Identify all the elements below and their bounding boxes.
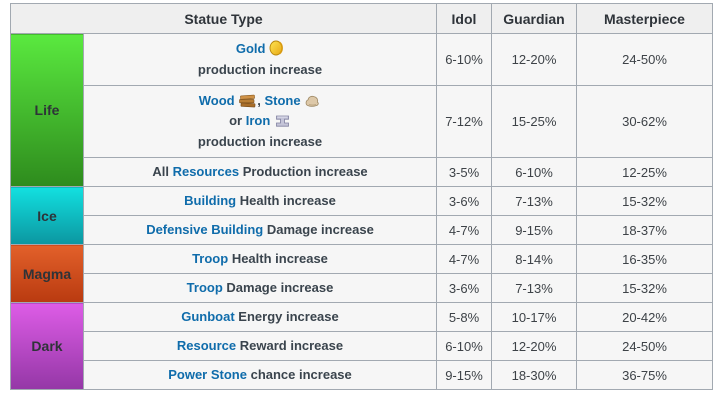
header-row: Statue Type Idol Guardian Masterpiece — [10, 3, 713, 34]
masterpiece-value: 30-62% — [576, 85, 713, 158]
statue-type-label: Health increase — [231, 250, 328, 266]
idol-value: 4-7% — [436, 244, 492, 274]
guardian-value: 7-13% — [491, 273, 577, 303]
guardian-value: 12-20% — [491, 33, 577, 86]
statue-type-label: Production increase — [242, 163, 368, 179]
statue-type-label: Energy increase — [238, 308, 339, 324]
stone-icon[interactable] — [304, 94, 321, 108]
statue-type-label: Damage increase — [226, 279, 334, 295]
resources-link[interactable]: Resources — [172, 163, 240, 179]
stone-link[interactable]: Stone — [264, 93, 301, 109]
category-cell-life: Life — [10, 33, 84, 187]
column-header-statue-type: Statue Type — [10, 3, 437, 34]
guardian-value: 10-17% — [491, 302, 577, 332]
statue-type-label: Damage increase — [266, 221, 374, 237]
or-text: or — [229, 113, 243, 129]
category-cell-dark: Dark — [10, 302, 84, 390]
masterpiece-value: 36-75% — [576, 360, 713, 390]
table-row: Dark Gunboat Energy increase 5-8% 10-17%… — [10, 302, 713, 390]
gunboat-link[interactable]: Gunboat — [181, 308, 235, 324]
table-row: Power Stone chance increase 9-15% 18-30%… — [11, 360, 713, 390]
masterpiece-value: 24-50% — [576, 331, 713, 361]
power-stone-link[interactable]: Power Stone — [168, 366, 247, 382]
table-row: Magma Troop Health increase 4-7% 8-14% 1… — [10, 244, 713, 303]
table-row: Defensive Building Damage increase 4-7% … — [11, 215, 713, 245]
idol-value: 4-7% — [436, 215, 492, 245]
masterpiece-value: 16-35% — [576, 244, 713, 274]
table-row: Ice Building Health increase 3-6% 7-13% … — [10, 186, 713, 245]
idol-value: 9-15% — [436, 360, 492, 390]
category-label: Magma — [22, 265, 72, 282]
category-label: Dark — [31, 338, 63, 354]
statue-type-troop-damage: Troop Damage increase — [83, 273, 437, 303]
column-header-masterpiece: Masterpiece — [576, 3, 713, 34]
troop-link[interactable]: Troop — [186, 279, 223, 295]
building-link[interactable]: Building — [184, 192, 237, 208]
masterpiece-value: 15-32% — [576, 273, 713, 303]
category-label: Life — [34, 102, 60, 118]
category-label: Ice — [37, 207, 57, 224]
category-cell-magma: Magma — [10, 244, 84, 303]
statue-type-defensive-building-damage: Defensive Building Damage increase — [83, 215, 437, 245]
idol-value: 5-8% — [436, 302, 492, 332]
table-row: All Resources Production increase 3-5% 6… — [11, 157, 713, 187]
guardian-value: 8-14% — [491, 244, 577, 274]
guardian-value: 6-10% — [491, 157, 577, 187]
statue-type-label: Reward increase — [239, 337, 344, 353]
statue-bonus-table: Statue Type Idol Guardian Masterpiece Li… — [10, 3, 713, 390]
gold-link[interactable]: Gold — [235, 41, 266, 57]
iron-beam-icon[interactable] — [274, 114, 291, 128]
statue-type-resource-reward: Resource Reward increase — [83, 331, 437, 361]
statue-type-label: Health increase — [239, 192, 336, 208]
defensive-building-link[interactable]: Defensive Building — [146, 221, 264, 237]
masterpiece-value: 18-37% — [576, 215, 713, 245]
masterpiece-value: 12-25% — [576, 157, 713, 187]
idol-value: 6-10% — [436, 331, 492, 361]
statue-type-building-health: Building Health increase — [83, 186, 437, 216]
table-row: Resource Reward increase 6-10% 12-20% 24… — [11, 331, 713, 361]
statue-type-label: chance increase — [250, 366, 352, 382]
statue-type-label: production increase — [197, 61, 323, 77]
statue-type-label: All — [152, 163, 169, 179]
guardian-value: 12-20% — [491, 331, 577, 361]
wood-planks-icon[interactable] — [238, 94, 257, 108]
idol-value: 7-12% — [436, 85, 492, 158]
guardian-value: 9-15% — [491, 215, 577, 245]
statue-type-all-resources: All Resources Production increase — [83, 157, 437, 187]
statue-type-gold-production: Gold production increase — [83, 33, 437, 86]
gold-coin-icon[interactable] — [269, 40, 284, 56]
table-row: Troop Damage increase 3-6% 7-13% 15-32% — [11, 273, 713, 303]
statue-type-power-stone-chance: Power Stone chance increase — [83, 360, 437, 390]
idol-value: 3-6% — [436, 186, 492, 216]
statue-type-resource-production: Wood , Stone or Iron production increase — [83, 85, 437, 158]
statue-type-gunboat-energy: Gunboat Energy increase — [83, 302, 437, 332]
idol-value: 6-10% — [436, 33, 492, 86]
table-row: Life Gold production increase 6-10% 12-2… — [10, 33, 713, 187]
idol-value: 3-6% — [436, 273, 492, 303]
column-header-idol: Idol — [436, 3, 492, 34]
statue-type-troop-health: Troop Health increase — [83, 244, 437, 274]
idol-value: 3-5% — [436, 157, 492, 187]
column-header-guardian: Guardian — [491, 3, 577, 34]
separator: , — [257, 93, 265, 109]
masterpiece-value: 24-50% — [576, 33, 713, 86]
guardian-value: 7-13% — [491, 186, 577, 216]
guardian-value: 18-30% — [491, 360, 577, 390]
category-cell-ice: Ice — [10, 186, 84, 245]
wood-link[interactable]: Wood — [198, 93, 235, 109]
troop-link[interactable]: Troop — [192, 250, 229, 266]
guardian-value: 15-25% — [491, 85, 577, 158]
statue-type-label: production increase — [197, 133, 323, 149]
table-row: Wood , Stone or Iron production increase… — [11, 85, 713, 158]
masterpiece-value: 20-42% — [576, 302, 713, 332]
iron-link[interactable]: Iron — [245, 113, 271, 129]
masterpiece-value: 15-32% — [576, 186, 713, 216]
resource-link[interactable]: Resource — [176, 337, 237, 353]
